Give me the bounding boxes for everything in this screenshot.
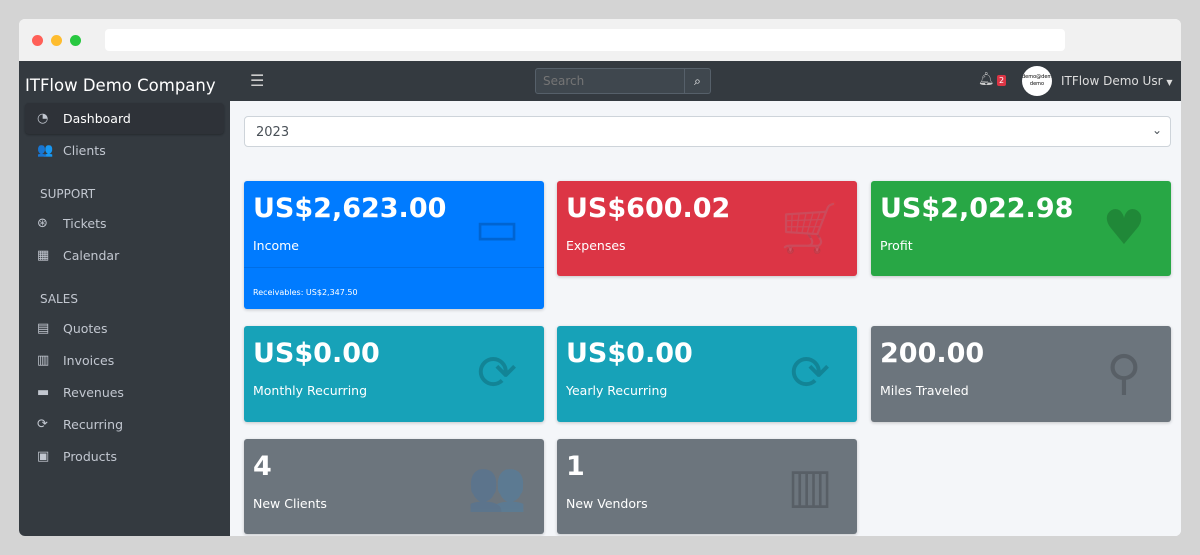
top-navbar: ☰ ⌕ 🔔︎ 2 demo@demo demo ITFlow Demo Usr …: [230, 61, 1181, 101]
sidebar-item-label: Revenues: [63, 385, 124, 400]
maximize-window-button[interactable]: [70, 35, 81, 46]
sidebar-item-quotes[interactable]: ▤ Quotes: [25, 313, 224, 344]
stat-card-yearly-recurring[interactable]: US$0.00 Yearly Recurring ⟳: [557, 326, 857, 422]
calendar-icon: ▦: [37, 248, 50, 263]
building-icon: ▥: [787, 458, 833, 514]
stat-value: US$600.02: [566, 193, 731, 224]
tachometer-icon: ◔: [37, 111, 49, 126]
stat-label: Yearly Recurring: [566, 383, 668, 398]
stat-value: US$2,623.00: [253, 193, 447, 224]
sidebar-header: SALES: [40, 292, 78, 306]
sidebar-item-invoices[interactable]: ▥ Invoices: [25, 345, 224, 376]
sidebar-header: SUPPORT: [40, 187, 96, 201]
avatar[interactable]: demo@demo demo: [1022, 66, 1052, 96]
search-input[interactable]: [535, 68, 685, 94]
sidebar-item-label: Tickets: [63, 216, 107, 231]
stat-label: New Clients: [253, 496, 327, 511]
search-button[interactable]: ⌕: [685, 68, 711, 94]
stat-label: Miles Traveled: [880, 383, 969, 398]
stat-value: US$2,022.98: [880, 193, 1074, 224]
stat-card-profit[interactable]: US$2,022.98 Profit ♥: [871, 181, 1171, 276]
stat-card-monthly-recurring[interactable]: US$0.00 Monthly Recurring ⟳: [244, 326, 544, 422]
stat-footer: Receivables: US$2,347.50: [244, 267, 544, 309]
close-window-button[interactable]: [32, 35, 43, 46]
stat-value: 200.00: [880, 338, 985, 369]
sync-icon: ⟳: [789, 345, 831, 401]
life-ring-icon: ⊛: [37, 216, 48, 231]
sidebar-item-tickets[interactable]: ⊛ Tickets: [25, 208, 224, 239]
user-menu[interactable]: ITFlow Demo Usr ▼: [1061, 74, 1173, 88]
sidebar-item-label: Clients: [63, 143, 106, 158]
users-icon: 👥: [37, 143, 54, 158]
browser-titlebar: [19, 19, 1181, 61]
sidebar-nav: ◔ Dashboard 👥 Clients SUPPORT ⊛ Tickets ▦ Calend…: [19, 103, 230, 472]
stat-label: Profit: [880, 238, 913, 253]
sidebar-item-revenues[interactable]: ▬ Revenues: [25, 377, 224, 408]
sidebar-item-label: Quotes: [63, 321, 108, 336]
year-select[interactable]: 2023 ⌄: [244, 116, 1171, 147]
search-form: ⌕: [535, 68, 711, 94]
heart-icon: ♥: [1102, 200, 1146, 256]
sidebar-item-label: Products: [63, 449, 117, 464]
browser-window: ITFlow Demo Company ◔ Dashboard 👥 Clients SU…: [19, 19, 1181, 536]
credit-card-icon: ▬: [37, 385, 50, 400]
stat-card-new-clients[interactable]: 4 New Clients 👥: [244, 439, 544, 534]
sidebar-item-clients[interactable]: 👥 Clients: [25, 135, 224, 166]
stat-label: Expenses: [566, 238, 626, 253]
notification-badge: 2: [997, 75, 1007, 86]
stat-value: 1: [566, 451, 585, 482]
user-name: ITFlow Demo Usr: [1061, 74, 1163, 88]
stat-label: Income: [253, 238, 299, 253]
credit-card-icon: ▭: [474, 200, 520, 256]
shopping-cart-icon: 🛒: [780, 200, 840, 256]
file-invoice-icon: ▥: [37, 353, 50, 368]
stat-card-new-vendors[interactable]: 1 New Vendors ▥: [557, 439, 857, 534]
search-icon: ⌕: [694, 73, 701, 88]
sidebar-item-label: Calendar: [63, 248, 120, 263]
address-bar[interactable]: [105, 29, 1065, 51]
stat-value: US$0.00: [566, 338, 693, 369]
box-icon: ▣: [37, 449, 50, 464]
users-icon: 👥: [467, 458, 527, 514]
minimize-window-button[interactable]: [51, 35, 62, 46]
stat-value: 4: [253, 451, 272, 482]
stat-label: New Vendors: [566, 496, 648, 511]
file-icon: ▤: [37, 321, 50, 336]
sidebar-item-recurring[interactable]: ⟳ Recurring: [25, 409, 224, 440]
sidebar-item-dashboard[interactable]: ◔ Dashboard: [25, 103, 224, 134]
stat-card-miles-traveled[interactable]: 200.00 Miles Traveled ⚲: [871, 326, 1171, 422]
main-content: 2023 ⌄ US$2,623.00 Income ▭ Receivables: …: [230, 101, 1181, 536]
menu-toggle-icon[interactable]: ☰: [250, 71, 265, 90]
sidebar-item-label: Recurring: [63, 417, 123, 432]
sidebar-item-label: Dashboard: [63, 111, 131, 126]
stat-card-expenses[interactable]: US$600.02 Expenses 🛒: [557, 181, 857, 276]
caret-down-icon: ▼: [1166, 78, 1173, 87]
sync-icon: ⟳: [37, 417, 48, 432]
route-icon: ⚲: [1106, 345, 1142, 401]
chevron-down-icon: ⌄: [1151, 123, 1162, 137]
stat-value: US$0.00: [253, 338, 380, 369]
year-value: 2023: [256, 125, 290, 140]
sidebar-item-label: Invoices: [63, 353, 115, 368]
sync-icon: ⟳: [476, 345, 518, 401]
brand-link[interactable]: ITFlow Demo Company: [25, 76, 216, 95]
stat-label: Monthly Recurring: [253, 383, 368, 398]
sidebar-item-products[interactable]: ▣ Products: [25, 441, 224, 472]
sidebar: ITFlow Demo Company ◔ Dashboard 👥 Clients SU…: [19, 61, 230, 536]
bell-icon[interactable]: 🔔︎: [978, 72, 994, 87]
stat-card-income[interactable]: US$2,623.00 Income ▭ Receivables: US$2,34…: [244, 181, 544, 309]
sidebar-item-calendar[interactable]: ▦ Calendar: [25, 240, 224, 271]
